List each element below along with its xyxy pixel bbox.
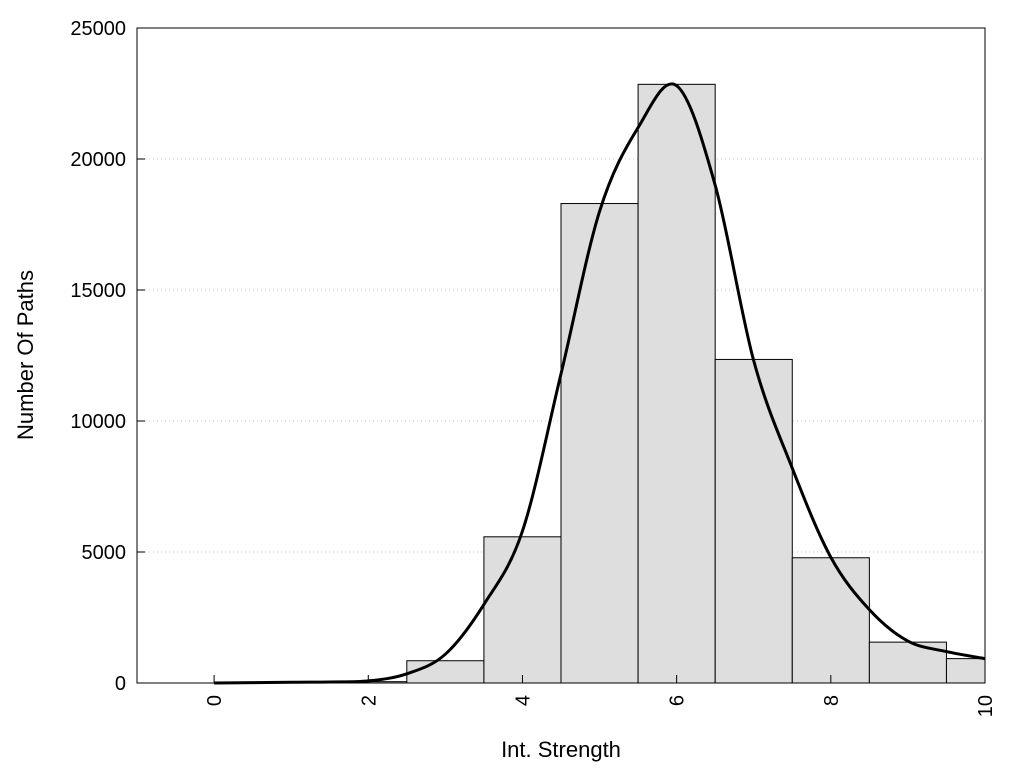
density-curve-layer	[214, 82, 986, 685]
histogram-bar	[791, 557, 870, 683]
y-tick-label: 10000	[70, 411, 126, 433]
x-tick-label: 6	[667, 695, 689, 706]
y-tick-label: 5000	[82, 542, 127, 564]
histogram-bar	[483, 536, 562, 683]
bars	[329, 83, 985, 683]
histogram-bar	[406, 660, 485, 683]
histogram-bar	[560, 203, 639, 683]
x-axis: 0 2 4 6 8 10	[204, 675, 997, 717]
y-tick-label: 25000	[70, 18, 126, 40]
x-tick-label: 8	[821, 695, 843, 706]
y-axis: 0 5000 10000 15000 20000 25000	[70, 18, 145, 695]
x-tick-label: 10	[975, 695, 997, 717]
y-axis-title: Number Of Paths	[13, 270, 38, 440]
density-curve	[214, 82, 986, 685]
y-tick-label: 15000	[70, 280, 126, 302]
x-tick-label: 0	[204, 695, 226, 706]
x-axis-title: Int. Strength	[501, 737, 621, 762]
histogram-bar	[714, 358, 793, 683]
x-tick-label: 2	[358, 695, 380, 706]
x-tick-label: 4	[512, 695, 534, 706]
histogram-bar	[945, 658, 985, 683]
histogram-bar	[637, 83, 716, 683]
plot-frame	[136, 27, 986, 684]
y-tick-label: 0	[115, 673, 126, 695]
y-tick-label: 20000	[70, 149, 126, 171]
